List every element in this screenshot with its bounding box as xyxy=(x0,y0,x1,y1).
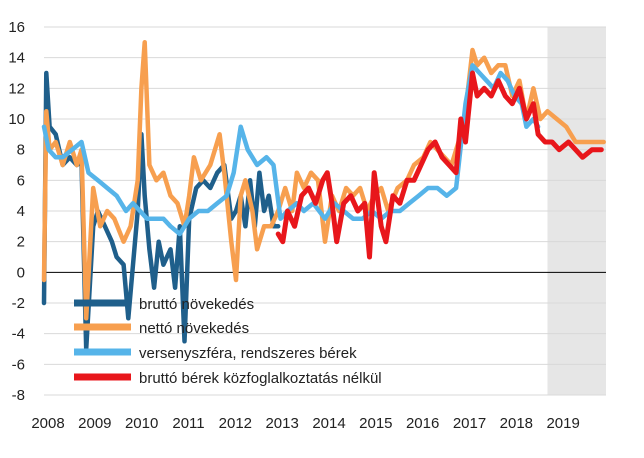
series-line-2 xyxy=(41,40,606,321)
y-tick-label: 4 xyxy=(17,203,25,220)
x-tick-label: 2015 xyxy=(359,415,392,432)
x-tick-label: 2017 xyxy=(453,415,486,432)
x-tick-label: 2011 xyxy=(172,415,204,432)
y-tick-label: -6 xyxy=(12,356,25,373)
legend-label-4: bruttó bérek közfoglalkoztatás nélkül xyxy=(139,370,382,387)
x-tick-labels: 2008 2009 2010 2011 2012 2013 2014 2015 2016 2017… xyxy=(31,415,580,432)
x-tick-label: 2018 xyxy=(500,415,533,432)
x-tick-label: 2009 xyxy=(78,415,111,432)
y-tick-label: 16 xyxy=(8,19,25,36)
y-tick-label: 2 xyxy=(17,234,25,251)
series-lines xyxy=(41,40,606,352)
y-tick-label: 12 xyxy=(8,80,25,97)
y-tick-label: 8 xyxy=(17,142,25,159)
y-tick-label: -2 xyxy=(12,295,25,312)
x-tick-label: 2016 xyxy=(406,415,439,432)
y-tick-label: -8 xyxy=(12,387,25,404)
x-tick-label: 2008 xyxy=(31,415,64,432)
y-tick-labels: -8 -6 -4 -2 0 2 4 6 8 10 12 14 16 xyxy=(8,19,25,404)
y-tick-label: 10 xyxy=(8,111,25,128)
y-tick-label: -4 xyxy=(12,326,25,343)
legend-label-2: nettó növekedés xyxy=(139,320,249,337)
y-tick-label: 0 xyxy=(17,264,25,281)
series-line-4 xyxy=(275,70,604,260)
y-tick-label: 14 xyxy=(8,50,25,67)
legend: bruttó növekedés nettó növekedés versenysz… xyxy=(74,296,382,387)
x-tick-label: 2019 xyxy=(546,415,579,432)
x-tick-label: 2013 xyxy=(265,415,298,432)
legend-label-3: versenyszféra, rendszeres bérek xyxy=(139,345,357,362)
x-tick-label: 2012 xyxy=(219,415,252,432)
x-tick-label: 2010 xyxy=(125,415,158,432)
legend-label-1: bruttó növekedés xyxy=(139,296,254,313)
x-tick-label: 2014 xyxy=(312,415,345,432)
y-tick-label: 6 xyxy=(17,172,25,189)
